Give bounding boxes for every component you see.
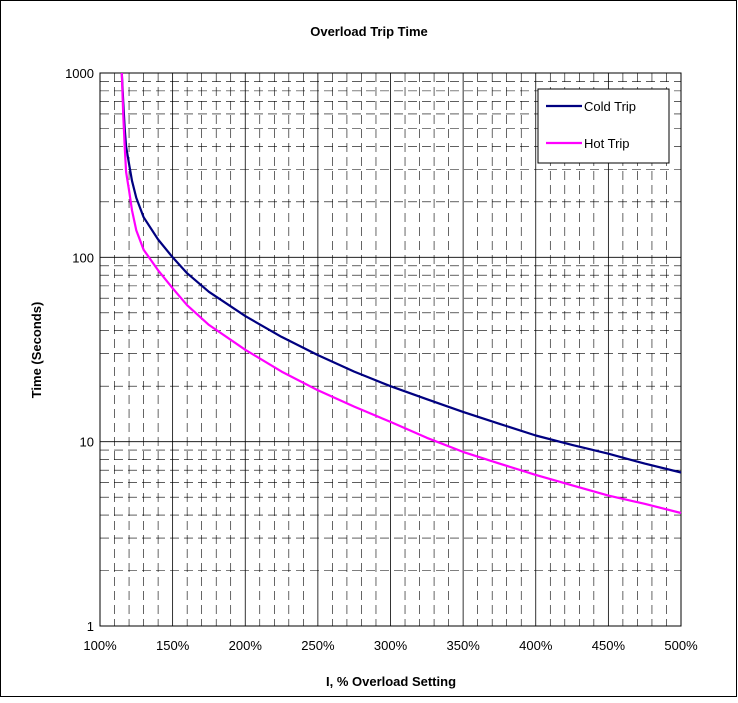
x-axis-label: I, % Overload Setting: [326, 674, 456, 689]
legend-box: [537, 88, 670, 164]
x-tick-label: 350%: [447, 638, 481, 653]
x-tick-label: 300%: [374, 638, 408, 653]
legend: Cold Trip Hot Trip: [537, 88, 670, 164]
y-tick-label: 100: [72, 250, 94, 265]
y-axis-label: Time (Seconds): [29, 302, 44, 399]
plot-area: [99, 72, 682, 627]
x-tick-label: 150%: [156, 638, 190, 653]
x-tick-label: 500%: [664, 638, 698, 653]
x-tick-label: 100%: [83, 638, 117, 653]
y-tick-labels: 1 10 100 1000: [65, 66, 94, 634]
legend-label-hot-trip: Hot Trip: [584, 136, 630, 151]
x-tick-label: 400%: [519, 638, 553, 653]
x-tick-label: 250%: [301, 638, 335, 653]
y-tick-label: 1: [87, 619, 94, 634]
x-tick-labels: 100% 150% 200% 250% 300% 350% 400% 450% 500%: [83, 638, 698, 653]
chart-title: Overload Trip Time: [310, 24, 428, 39]
series-layer: [120, 72, 682, 515]
legend-label-cold-trip: Cold Trip: [584, 99, 636, 114]
series-line-cold-trip: [120, 72, 682, 474]
y-tick-label: 10: [80, 435, 94, 450]
x-tick-label: 450%: [592, 638, 626, 653]
y-tick-label: 1000: [65, 66, 94, 81]
x-tick-label: 200%: [229, 638, 263, 653]
series-line-hot-trip: [120, 72, 682, 515]
